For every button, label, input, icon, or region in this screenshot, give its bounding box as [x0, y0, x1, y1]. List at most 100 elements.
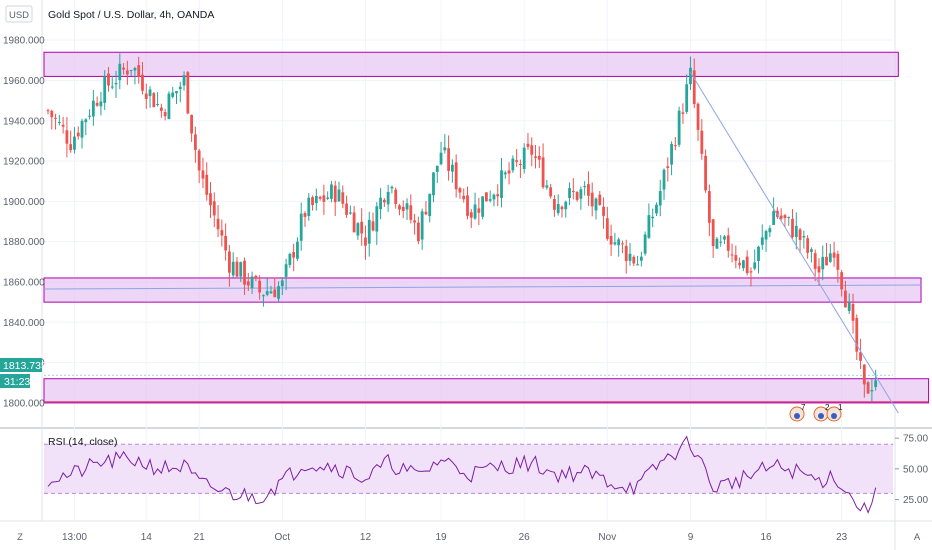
- candle-body: [760, 237, 764, 245]
- candle-body: [57, 121, 61, 123]
- currency-button[interactable]: [5, 5, 33, 23]
- candle-body: [738, 262, 742, 266]
- candle-body: [258, 280, 262, 293]
- candle-body: [783, 215, 787, 219]
- time-tick: 13:00: [62, 532, 87, 543]
- candle-body: [337, 189, 341, 202]
- candle-body: [212, 201, 216, 216]
- candle-body: [794, 225, 798, 238]
- candle-body: [80, 120, 84, 138]
- candle-body: [277, 286, 280, 299]
- candle-body: [590, 192, 594, 207]
- countdown-value: 31:23: [4, 376, 30, 388]
- candle-body: [541, 157, 545, 188]
- candle-body: [617, 239, 621, 246]
- candle-body: [280, 280, 284, 287]
- candle-body: [749, 271, 753, 273]
- candle-body: [764, 231, 768, 240]
- candle-body: [107, 73, 110, 86]
- auto-scale-button[interactable]: A: [914, 532, 921, 543]
- candle-body: [296, 241, 299, 259]
- candle-body: [511, 158, 515, 171]
- candle-body: [545, 185, 549, 188]
- candle-body: [817, 266, 821, 273]
- candle-body: [598, 194, 602, 205]
- candle-body: [575, 192, 579, 200]
- candle-body: [450, 164, 454, 172]
- candle-body: [178, 86, 182, 90]
- candle-body: [428, 193, 432, 217]
- candle-body: [175, 91, 178, 94]
- candle-body: [190, 114, 194, 134]
- time-tick: 9: [688, 532, 694, 543]
- candle-body: [216, 218, 220, 230]
- price-tick: 1860.000: [3, 277, 45, 288]
- candle-body: [632, 256, 636, 264]
- candle-body: [345, 203, 348, 215]
- candle-body: [568, 188, 571, 199]
- candle-body: [333, 185, 337, 203]
- candle-body: [386, 191, 390, 205]
- candle-body: [605, 218, 609, 239]
- price-tick: 1960.000: [3, 76, 45, 87]
- candle-body: [832, 252, 836, 258]
- candle-body: [696, 103, 700, 130]
- support-resistance-zone: [43, 378, 930, 404]
- candle-body: [284, 264, 288, 277]
- candle-body: [484, 192, 488, 202]
- candle-body: [443, 147, 447, 151]
- event-markers[interactable]: 7 2 1: [789, 403, 843, 422]
- time-tick: 12: [360, 532, 372, 543]
- candle-body: [254, 275, 258, 279]
- candle-body: [602, 206, 605, 216]
- candle-body: [779, 215, 783, 219]
- candle-body: [492, 194, 496, 200]
- candle-body: [651, 216, 655, 219]
- candle-body: [118, 63, 122, 81]
- chart-title: Gold Spot / U.S. Dollar, 4h, OANDA: [48, 9, 214, 21]
- candle-body: [299, 213, 303, 241]
- time-tick: Oct: [275, 532, 291, 543]
- candle-body: [91, 100, 95, 117]
- time-tick: 26: [519, 532, 531, 543]
- support-resistance-zone: [43, 51, 899, 77]
- candle-body: [84, 119, 88, 123]
- candle-body: [122, 67, 125, 70]
- price-tick: 1800.000: [3, 398, 45, 409]
- candle-body: [311, 197, 314, 206]
- candle-body: [624, 245, 628, 261]
- candle-body: [447, 148, 451, 171]
- candle-body: [152, 93, 156, 108]
- candle-body: [129, 69, 133, 71]
- candle-body: [836, 253, 840, 270]
- candle-body: [50, 110, 54, 118]
- candle-body: [488, 199, 492, 201]
- candle-body: [526, 143, 530, 147]
- candle-body: [167, 93, 171, 120]
- candle-body: [469, 212, 473, 218]
- candle-body: [360, 221, 364, 234]
- candle-body: [847, 302, 851, 312]
- candle-body: [741, 260, 745, 269]
- candle-body: [379, 197, 382, 210]
- candle-body: [424, 211, 428, 215]
- candle-body: [500, 170, 503, 198]
- candle-body: [677, 110, 681, 145]
- zoom-button[interactable]: Z: [17, 532, 23, 543]
- candle-body: [844, 290, 847, 308]
- trend-line: [690, 72, 899, 414]
- candle-body: [613, 242, 617, 245]
- candle-body: [723, 236, 726, 240]
- candle-body: [673, 145, 677, 147]
- candle-body: [549, 187, 553, 197]
- candle-body: [171, 92, 175, 97]
- candle-body: [636, 264, 639, 266]
- candle-body: [609, 236, 613, 245]
- candle-body: [141, 74, 144, 91]
- candle-body: [810, 249, 813, 252]
- candle-body: [137, 65, 141, 77]
- candle-body: [685, 84, 689, 112]
- candle-body: [462, 195, 466, 200]
- candle-body: [439, 152, 443, 165]
- candle-body: [61, 124, 65, 127]
